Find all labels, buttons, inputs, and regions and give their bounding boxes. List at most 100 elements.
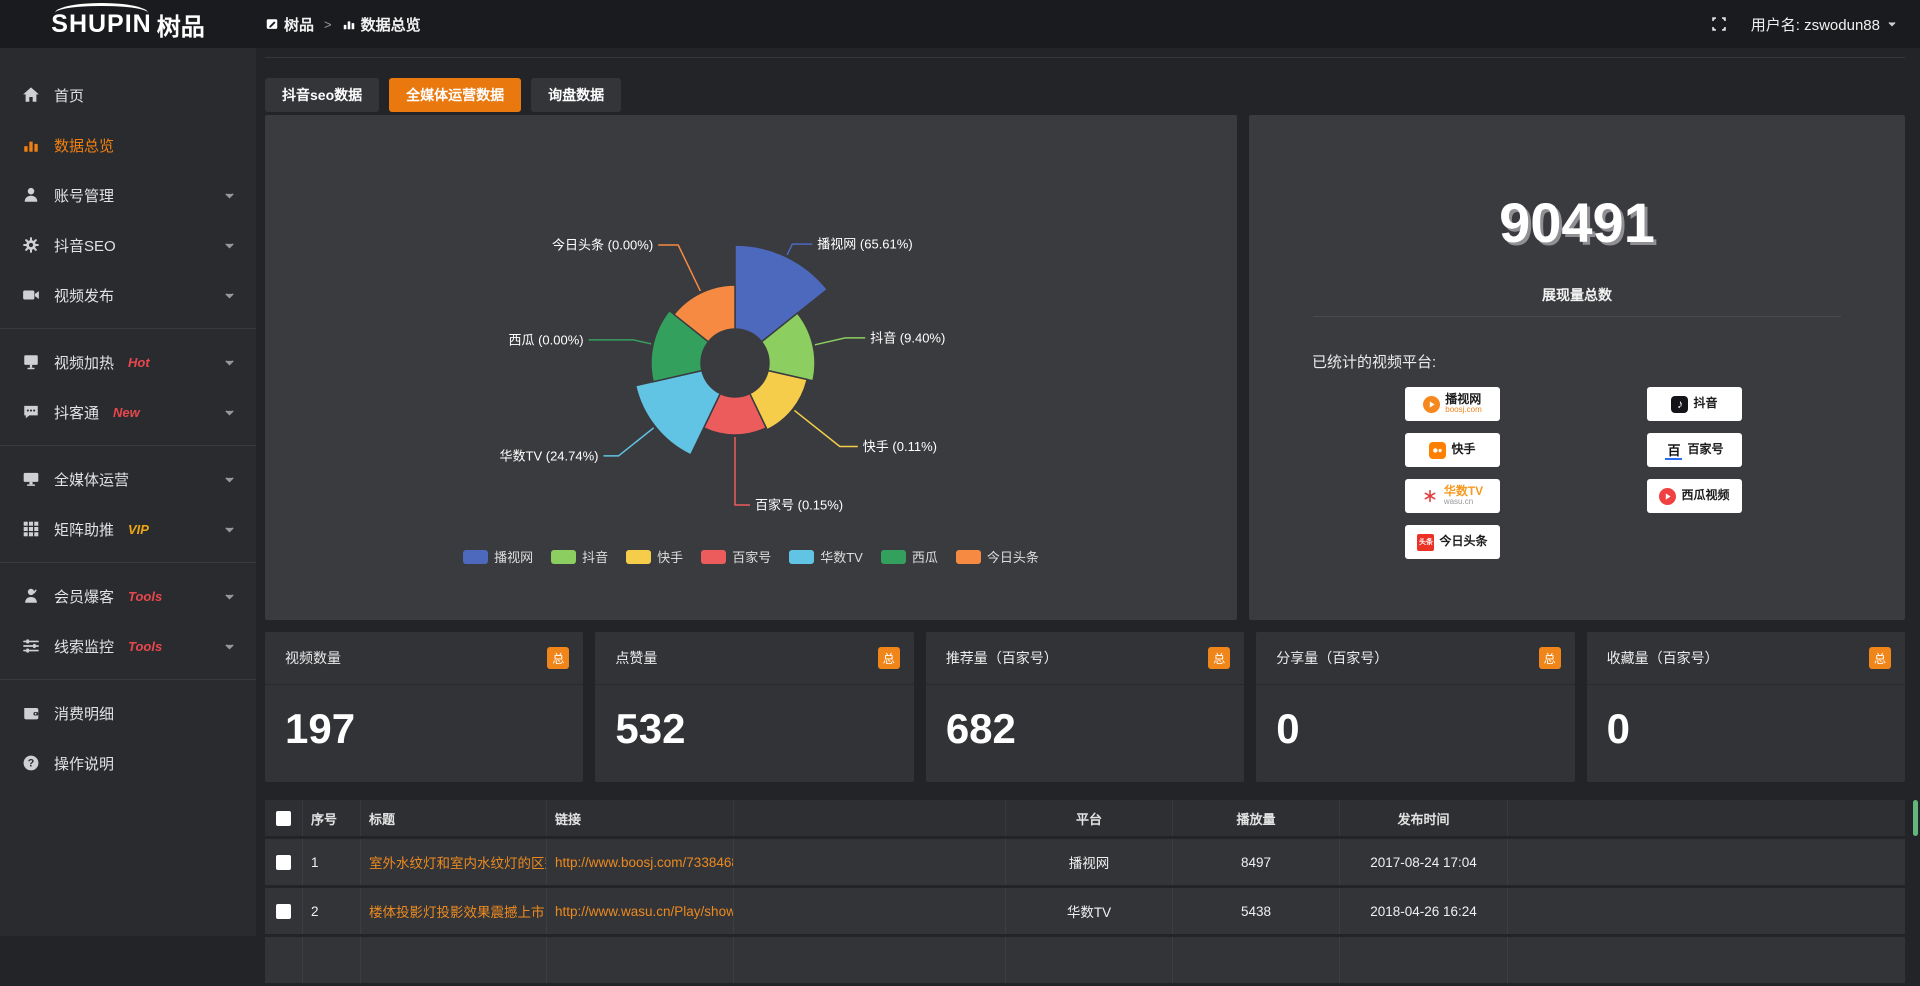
sidebar-item-member-burst[interactable]: 会员爆客 Tools [0, 571, 256, 621]
legend-label: 西瓜 [911, 550, 938, 565]
legend-item-xigua[interactable]: 西瓜 [880, 547, 938, 566]
pie-label-toutiao: 今日头条 (0.00%) [552, 238, 653, 253]
video-icon [22, 286, 40, 304]
pie-label-boshiwang: 播视网 (65.61%) [817, 237, 912, 252]
cell-select [265, 839, 303, 885]
username-label: 用户名: zswodun88 [1750, 16, 1880, 34]
chevron-down-icon [223, 590, 236, 603]
pie-slice-huashu[interactable] [634, 369, 722, 456]
sidebar-item-video-heat[interactable]: 视频加热 Hot [0, 337, 256, 387]
wallet-icon [22, 704, 40, 722]
summary-divider [1313, 316, 1841, 317]
comment-icon [22, 403, 40, 421]
pie-label-line-boshiwang [786, 243, 813, 256]
platform-name: 西瓜视频 [1681, 488, 1730, 503]
tab-douyin-seo-data[interactable]: 抖音seo数据 [265, 78, 380, 112]
legend-item-toutiao[interactable]: 今日头条 [955, 547, 1039, 566]
sidebar-item-label: 消费明细 [54, 705, 115, 723]
video-url-link[interactable]: http://www.wasu.cn/Play/show/id/952... [555, 903, 734, 919]
cell-platform: 播视网 [1006, 839, 1173, 885]
pie-label-huashu: 华数TV (24.74%) [500, 448, 599, 463]
pie-slice-boshiwang[interactable] [734, 244, 829, 343]
sidebar-item-video-publish[interactable]: 视频发布 [0, 270, 256, 320]
pie-slice-xigua[interactable] [650, 309, 710, 383]
pie-slice-toutiao[interactable] [672, 284, 736, 343]
cell-title [361, 937, 547, 983]
legend-label: 今日头条 [986, 550, 1039, 565]
user-menu[interactable]: 用户名: zswodun88 [1751, 14, 1898, 35]
tab-media-ops-data[interactable]: 全媒体运营数据 [389, 78, 522, 112]
sidebar-item-home[interactable]: 首页 [0, 70, 256, 120]
grid-icon [22, 520, 40, 538]
pie-label-line-xigua [588, 339, 652, 345]
cell-time: 2018-04-26 16:24 [1340, 888, 1508, 934]
sidebar-item-matrix-boost[interactable]: 矩阵助推 VIP [0, 504, 256, 554]
chevron-down-icon [223, 473, 236, 486]
total-badge: 总 [547, 647, 570, 669]
sidebar-item-label: 视频发布 [54, 287, 115, 305]
cell-spacer [734, 839, 1006, 885]
sidebar-divider [0, 328, 256, 329]
stat-card-recommend-count: 推荐量（百家号） 总 682 [925, 632, 1245, 782]
chevron-down-icon [223, 289, 236, 302]
video-title-link[interactable]: 室外水纹灯和室内水纹灯的区别和简介 [369, 856, 546, 871]
header-link: 链接 [547, 800, 734, 836]
video-url-link[interactable]: http://www.boosj.com/7338468.html [555, 854, 733, 870]
sidebar-item-spend-detail[interactable]: 消费明细 [0, 688, 256, 738]
header-platform: 平台 [1006, 800, 1173, 836]
sidebar-item-tag: Hot [128, 354, 150, 370]
breadcrumb-current[interactable]: 数据总览 [342, 14, 421, 35]
scrollbar[interactable] [1913, 800, 1918, 836]
legend-item-kuaishou[interactable]: 快手 [626, 547, 683, 566]
legend-item-douyin[interactable]: 抖音 [551, 547, 608, 566]
sidebar-item-help[interactable]: ? 操作说明 [0, 738, 256, 788]
chart-icon [342, 17, 356, 31]
stat-card-value: 532 [615, 705, 686, 752]
legend-item-boshiwang[interactable]: 播视网 [463, 547, 533, 566]
chevron-down-icon [223, 189, 236, 202]
app-logo[interactable]: SHUPIN 树品 [0, 2, 256, 42]
help-icon: ? [22, 754, 40, 772]
stat-card-value: 682 [945, 705, 1016, 752]
legend-item-baijiahao[interactable]: 百家号 [701, 547, 771, 566]
legend-label: 快手 [657, 550, 684, 565]
breadcrumb-root[interactable]: 树品 [265, 14, 314, 35]
stat-card-share-count: 分享量（百家号） 总 0 [1256, 632, 1575, 782]
sidebar-item-account-manage[interactable]: 账号管理 [0, 170, 256, 220]
sidebar-item-douketong[interactable]: 抖客通 New [0, 387, 256, 437]
chevron-down-icon [1886, 18, 1898, 30]
row-checkbox[interactable] [276, 854, 291, 870]
chevron-down-icon [223, 406, 236, 419]
legend-label: 播视网 [494, 550, 534, 565]
row-checkbox[interactable] [276, 903, 291, 919]
sidebar-item-leads-monitor[interactable]: 线索监控 Tools [0, 621, 256, 671]
stat-card-value: 197 [285, 705, 356, 752]
sidebar-item-media-ops[interactable]: 全媒体运营 [0, 454, 256, 504]
video-title-link[interactable]: 楼体投影灯投影效果震撼上市 [369, 905, 545, 920]
pie-slice-douyin[interactable] [760, 312, 816, 382]
platform-name: 快手 [1451, 442, 1476, 457]
sidebar-item-data-overview[interactable]: 数据总览 [0, 120, 256, 170]
play-icon [1659, 487, 1677, 505]
legend-swatch [880, 549, 906, 564]
chart-legend: 播视网 抖音 快手 百家号 华数TV 西瓜 今日头条 [265, 547, 1237, 566]
pie-label-xigua: 西瓜 (0.00%) [508, 332, 583, 347]
select-all-checkbox[interactable] [276, 810, 291, 826]
fullscreen-icon[interactable] [1711, 16, 1727, 32]
table-row: 1 室外水纹灯和室内水纹灯的区别和简介 http://www.boosj.com… [265, 839, 1905, 885]
cell-trailing [1508, 937, 1905, 983]
tab-inquiry-data[interactable]: 询盘数据 [531, 78, 622, 112]
sidebar-item-label: 矩阵助推 [54, 521, 115, 539]
sidebar-item-douyin-seo[interactable]: 抖音SEO [0, 220, 256, 270]
impressions-total-label: 展现量总数 [1542, 287, 1612, 303]
pie-slice-kuaishou[interactable] [748, 369, 808, 431]
cell-plays: 8497 [1173, 839, 1340, 885]
cell-spacer [734, 888, 1006, 934]
music-note-icon: ♪ [1671, 395, 1689, 413]
stat-card-header: 视频数量 总 [265, 632, 584, 685]
cell-time: 2017-08-24 17:04 [1340, 839, 1508, 885]
toutiao-icon: 头条 [1417, 533, 1435, 551]
header-time: 发布时间 [1340, 800, 1508, 836]
monitor-icon [22, 470, 40, 488]
legend-item-huashu[interactable]: 华数TV [789, 547, 863, 566]
